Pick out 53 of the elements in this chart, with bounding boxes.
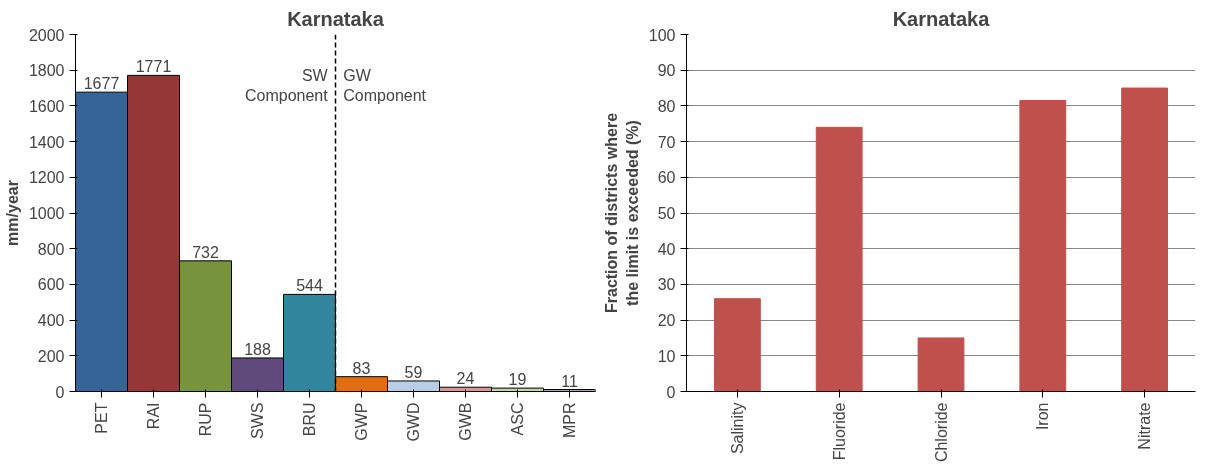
y-tick-label: 50 [657, 205, 676, 222]
x-tick-label: MPR [561, 402, 578, 439]
data-label: 11 [561, 372, 578, 390]
y-tick-label: 0 [666, 383, 676, 401]
x-tick-label: GWP [353, 402, 370, 441]
y-tick-label: 600 [37, 276, 65, 294]
annotation: SW Component [244, 66, 329, 105]
x-tick-label: Chloride [932, 402, 950, 463]
x-tick-label: Nitrate [1136, 402, 1154, 450]
y-tick-label: 400 [37, 312, 65, 330]
y-tick-label: 2000 [28, 26, 65, 44]
data-label: 1771 [135, 58, 172, 76]
y-tick-label: 90 [657, 62, 676, 80]
x-tick-label: SWS [249, 402, 266, 439]
x-tick-label: Fluoride [830, 402, 848, 461]
y-tick-label: 10 [657, 347, 676, 365]
y-tick-label: 60 [657, 169, 676, 187]
x-tick-label: RAI [145, 402, 162, 430]
y-tick-label: 1000 [28, 205, 65, 222]
y-tick-label: 0 [55, 383, 65, 401]
data-label: 83 [352, 359, 371, 377]
y-tick-label: 1600 [28, 97, 65, 115]
x-tick-label: Iron [1034, 402, 1052, 431]
y-tick-label: 800 [37, 240, 65, 258]
y-tick-label: 40 [657, 240, 676, 258]
y-tick-label: 80 [657, 97, 676, 115]
annotation: GW Component [343, 66, 427, 105]
x-tick-label: BRU [301, 402, 318, 437]
y-axis-title: mm/year [3, 180, 21, 246]
data-label: 19 [508, 371, 527, 389]
data-label: 24 [456, 370, 475, 388]
y-tick-label: 1200 [28, 169, 65, 187]
x-tick-label: RUP [197, 402, 214, 437]
x-tick-label: Salinity [728, 402, 746, 455]
y-tick-label: 100 [648, 26, 676, 44]
x-tick-label: PET [93, 402, 110, 434]
x-tick-label: ASC [509, 402, 526, 436]
y-tick-label: 200 [37, 347, 65, 365]
data-label: 544 [296, 277, 323, 295]
y-tick-label: 30 [657, 276, 676, 294]
chart-title: Karnataka [287, 7, 385, 30]
data-label: 732 [192, 243, 219, 261]
x-tick-label: GWD [405, 402, 422, 442]
y-tick-label: 20 [657, 312, 676, 330]
data-label: 59 [404, 363, 423, 381]
data-label: 1677 [83, 75, 120, 93]
x-tick-label: GWB [457, 402, 474, 441]
y-tick-label: 1800 [28, 62, 65, 80]
chart-title: Karnataka [892, 7, 991, 30]
y-tick-label: 1400 [28, 133, 65, 151]
y-axis-title: Fraction of districts where the limit is exceeded (%) [603, 112, 641, 314]
y-tick-label: 70 [657, 133, 676, 151]
data-label: 188 [244, 340, 271, 358]
